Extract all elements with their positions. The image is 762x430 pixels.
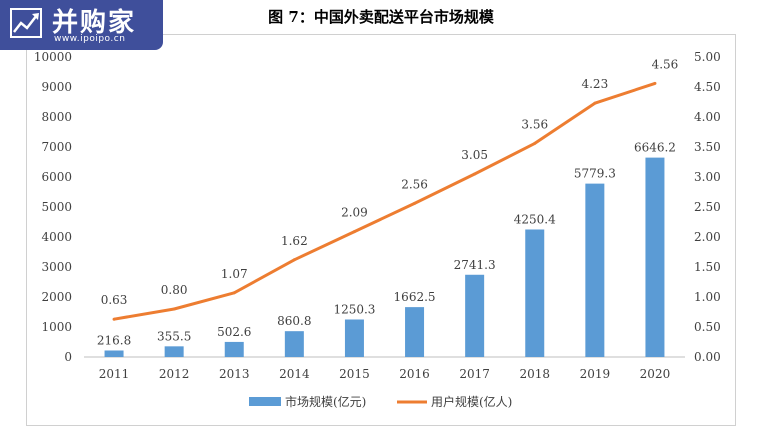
bar-market-size	[344, 319, 364, 357]
chart-frame	[26, 34, 736, 426]
line-point	[413, 201, 417, 205]
bar-market-size	[645, 157, 665, 357]
bar-market-size	[104, 350, 124, 357]
chart-title: 图 7：中国外卖配送平台市场规模	[268, 8, 494, 26]
x-tick-label: 2013	[219, 367, 250, 381]
bar-market-size	[465, 274, 485, 357]
line-data-label: 3.56	[521, 117, 548, 131]
y-left-tick-label: 10000	[34, 50, 72, 64]
line-data-label: 2.56	[401, 177, 428, 191]
y-right-tick-label: 0.00	[694, 350, 721, 364]
bar-data-label: 5779.3	[574, 167, 616, 181]
line-point	[473, 172, 477, 176]
line-data-label: 3.05	[461, 148, 488, 162]
x-tick-label: 2017	[459, 367, 490, 381]
x-tick-label: 2018	[519, 367, 550, 381]
x-tick-label: 2012	[159, 367, 190, 381]
y-left-tick-label: 5000	[41, 200, 72, 214]
y-left-tick-label: 3000	[41, 260, 72, 274]
x-tick-label: 2014	[279, 367, 310, 381]
line-data-label: 2.09	[341, 206, 368, 220]
x-tick-label: 2011	[99, 367, 130, 381]
y-left-tick-label: 7000	[41, 140, 72, 154]
line-data-label: 1.07	[221, 267, 248, 281]
y-right-tick-label: 2.50	[694, 200, 721, 214]
legend-bar-label: 市场规模(亿元)	[285, 394, 366, 409]
x-tick-label: 2015	[339, 367, 370, 381]
bar-data-label: 2741.3	[454, 258, 496, 272]
y-left-tick-label: 4000	[41, 230, 72, 244]
legend-bar-swatch	[249, 397, 281, 406]
line-user-scale	[113, 81, 656, 321]
bar-data-label: 355.5	[157, 329, 191, 343]
line-data-label: 4.56	[652, 57, 679, 71]
line-point	[172, 307, 176, 311]
bar-market-size	[525, 229, 545, 357]
x-tick-label: 2020	[640, 367, 671, 381]
line-point	[232, 291, 236, 295]
line-point	[292, 258, 296, 262]
line-point	[593, 101, 597, 105]
bar-market-size	[164, 346, 184, 357]
y-right-tick-label: 4.50	[694, 80, 721, 94]
bar-data-label: 1250.3	[333, 302, 375, 316]
line-point	[352, 230, 356, 234]
y-left-tick-label: 0	[64, 350, 72, 364]
y-left-tick-label: 2000	[41, 290, 72, 304]
logo-url: www.ipoipo.cn	[54, 34, 126, 44]
line-data-label: 1.62	[281, 234, 308, 248]
bar-data-label: 4250.4	[514, 212, 556, 226]
logo-brand: 并购家	[52, 8, 137, 38]
bar-data-label: 6646.2	[634, 141, 676, 155]
line-point	[533, 141, 537, 145]
y-right-tick-label: 0.50	[694, 320, 721, 334]
y-right-tick-label: 5.00	[694, 50, 721, 64]
chart-logo-icon	[10, 8, 42, 38]
y-left-tick-label: 9000	[41, 80, 72, 94]
x-tick-label: 2016	[399, 367, 430, 381]
y-left-tick-label: 8000	[41, 110, 72, 124]
line-point	[112, 317, 116, 321]
line-point	[653, 81, 657, 85]
bar-market-size	[224, 341, 244, 357]
bar-market-size	[585, 183, 605, 357]
bar-data-label: 860.8	[277, 314, 311, 328]
line-data-label: 0.80	[161, 283, 188, 297]
y-right-tick-label: 3.50	[694, 140, 721, 154]
x-tick-label: 2019	[580, 367, 611, 381]
y-left-tick-label: 6000	[41, 170, 72, 184]
y-right-tick-label: 3.00	[694, 170, 721, 184]
bar-market-size	[405, 307, 425, 357]
y-left-tick-label: 1000	[41, 320, 72, 334]
y-right-tick-label: 1.00	[694, 290, 721, 304]
bar-market-size	[284, 331, 304, 357]
legend-line-label: 用户规模(亿人)	[431, 394, 512, 409]
line-data-label: 0.63	[101, 293, 128, 307]
bar-data-label: 502.6	[217, 325, 251, 339]
bar-data-label: 216.8	[97, 333, 131, 347]
logo: 并购家 www.ipoipo.cn	[0, 0, 163, 50]
y-right-tick-label: 1.50	[694, 260, 721, 274]
bar-data-label: 1662.5	[394, 290, 436, 304]
y-right-tick-label: 4.00	[694, 110, 721, 124]
y-right-tick-label: 2.00	[694, 230, 721, 244]
line-data-label: 4.23	[581, 77, 608, 91]
